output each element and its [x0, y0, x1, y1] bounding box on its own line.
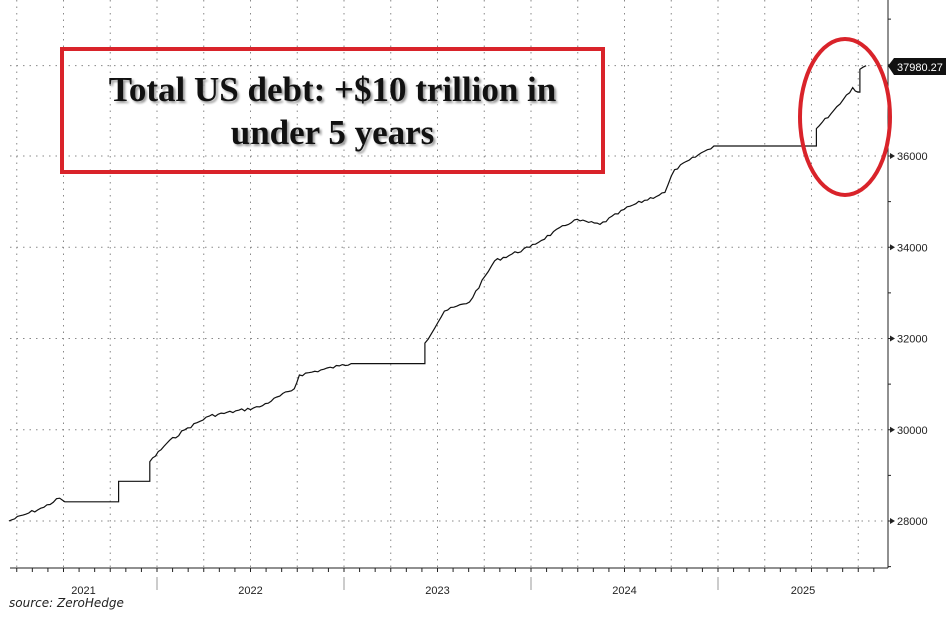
- y-tick-marker: [890, 335, 895, 342]
- y-tick-marker: [890, 518, 895, 524]
- title-annotation-box: Total US debt: +$10 trillion in under 5 …: [60, 47, 605, 174]
- y-tick-label: 36000: [897, 151, 928, 163]
- x-tick-label: 2022: [238, 585, 262, 597]
- y-tick-label: 32000: [897, 334, 928, 346]
- x-tick-label: 2024: [612, 585, 636, 597]
- debt-series-line: [8, 65, 867, 522]
- x-tick-label: 2023: [425, 585, 449, 597]
- chart-title: Total US debt: +$10 trillion in under 5 …: [108, 69, 557, 152]
- last-value-text: 37980.27: [897, 62, 943, 74]
- y-tick-marker: [890, 153, 895, 159]
- y-tick-label: 34000: [897, 242, 928, 254]
- y-tick-label: 28000: [897, 516, 928, 528]
- source-note: source: ZeroHedge: [9, 596, 124, 610]
- highlight-ellipse: [798, 37, 892, 197]
- y-tick-label: 30000: [897, 425, 928, 437]
- x-tick-label: 2021: [71, 585, 95, 597]
- y-tick-marker: [890, 426, 895, 433]
- y-tick-marker: [890, 244, 895, 251]
- last-value-label: 37980.27: [888, 58, 946, 75]
- x-tick-label: 2025: [791, 585, 815, 597]
